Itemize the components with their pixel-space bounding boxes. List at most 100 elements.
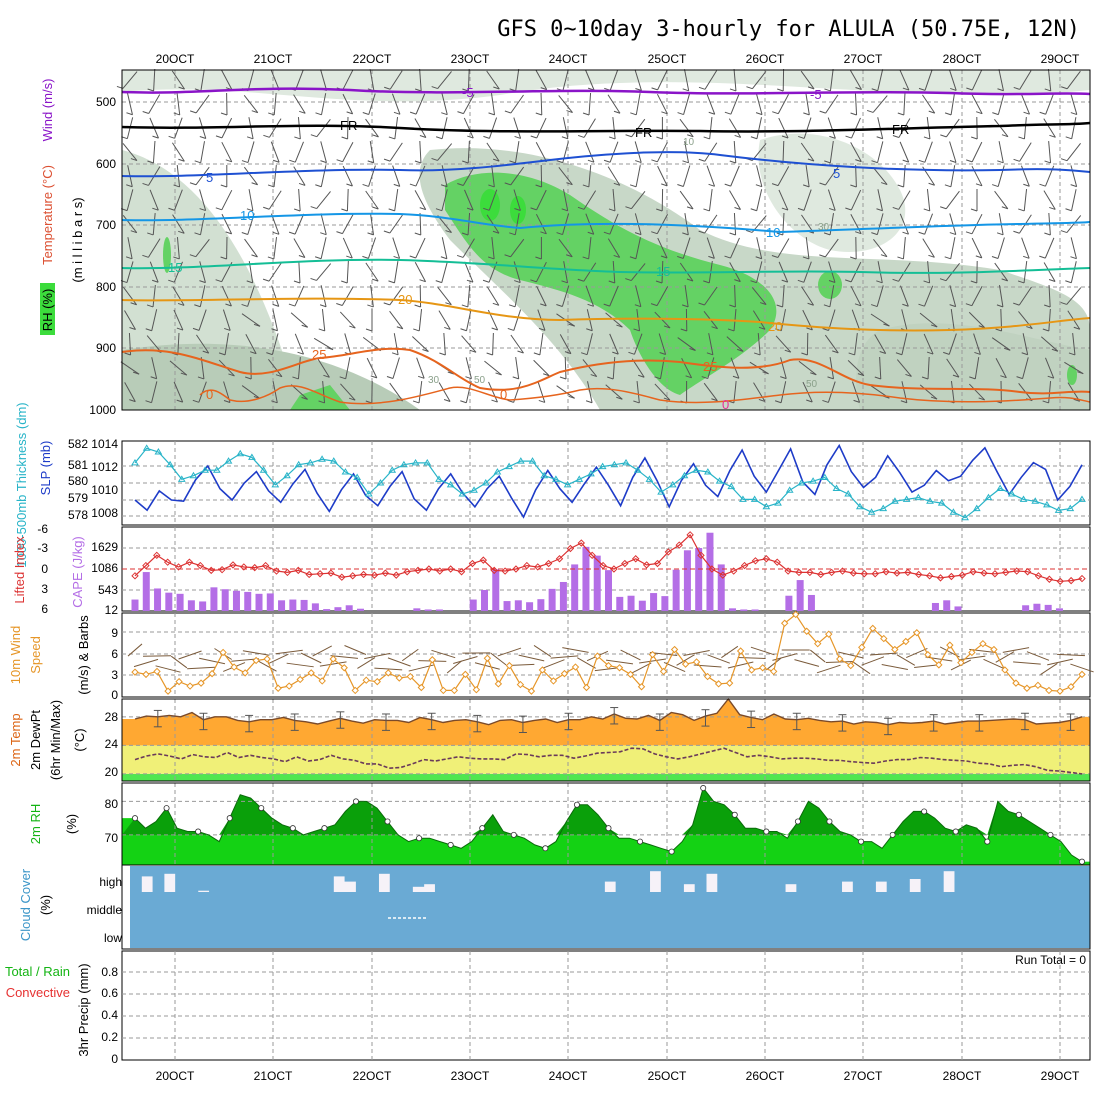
wind-barb (346, 260, 349, 284)
cape-bar (142, 572, 150, 611)
rh-point (605, 825, 612, 832)
wind-barb (803, 189, 812, 211)
wind-barb (582, 359, 598, 377)
wind-barb (389, 286, 404, 306)
wind-barb-flag (775, 328, 782, 332)
y-tick-label: 0.2 (101, 1030, 118, 1044)
wind-barb (778, 189, 789, 211)
contour-label: 15 (168, 260, 182, 275)
lifted-index-point (947, 572, 956, 581)
pressure-axis-label: (m i l l i b a r s) (70, 197, 85, 282)
lifted-index-point (882, 568, 890, 576)
cape-bar (311, 603, 319, 611)
thickness-point (879, 504, 888, 512)
wind-barb-flag (750, 136, 758, 140)
wind-barb (437, 71, 452, 89)
wind-speed-point (968, 648, 976, 657)
wind-barb-flag (467, 135, 474, 139)
lifted-index-series (131, 531, 1086, 586)
lifted-index-point (686, 531, 694, 539)
wind-barb-flag (178, 158, 185, 162)
cape-bar (435, 609, 443, 611)
wind-barb-flag (1023, 183, 1030, 187)
wind-barb (684, 213, 689, 235)
thickness-point (703, 468, 712, 475)
wind-speed-point (1034, 681, 1042, 690)
wind-barb (922, 94, 936, 114)
wind-barb-flag (810, 372, 817, 376)
high-cloud-bar (999, 866, 1012, 892)
wind-barb-flag (897, 112, 904, 116)
lifted-index-point (261, 561, 270, 570)
wind-speed-point (659, 667, 668, 676)
lifted-index-point (1045, 575, 1054, 583)
wind-barb-flag (577, 134, 585, 138)
wind-speed-point (450, 686, 459, 695)
wind-barb-flag (1021, 352, 1028, 356)
thickness-point (458, 489, 467, 497)
surface-wind-barb (925, 656, 953, 662)
wind-barb-flag (734, 279, 741, 283)
high-cloud-bar (593, 866, 605, 892)
wind-barb-flag (1065, 136, 1072, 140)
wind-barb (753, 382, 766, 402)
wind-barb (682, 165, 691, 187)
wind-barb-flag (447, 371, 454, 375)
wind-barb (656, 286, 669, 306)
wind-barb-flag (431, 157, 438, 161)
lifted-index-point (719, 571, 727, 579)
wind-barb-flag (801, 352, 808, 356)
thickness-point (189, 471, 198, 479)
contour-labels: -5 -5 FR FR FR 5 5 10 10 15 15 20 20 25 … (168, 85, 909, 412)
wind-barb-flag (388, 208, 395, 212)
wind-barb-flag (876, 280, 883, 284)
wind-barb-flag (897, 184, 904, 188)
wind-barb (510, 166, 525, 186)
cape-bar (255, 593, 263, 611)
thickness-point (750, 495, 759, 502)
wind-barb-flag (613, 254, 620, 258)
cloud-level-label: middle (87, 903, 123, 917)
high-cloud-bar (141, 866, 154, 877)
wind-barb (679, 190, 694, 210)
wind-barb (463, 94, 475, 114)
wind-barb-flag (251, 254, 258, 258)
thickness-point (680, 471, 689, 479)
wind-barb (392, 357, 400, 379)
wind-barb-flag (638, 374, 645, 378)
wind-barb-flag (774, 400, 782, 404)
high-cloud-bar (480, 866, 492, 892)
wind-barb-flag (819, 254, 826, 258)
lifted-index-point (838, 567, 847, 575)
wind-barb (200, 213, 206, 235)
wind-barb-flag (414, 160, 422, 164)
wind-barb (968, 383, 986, 401)
wind-barb (777, 94, 790, 114)
wind-barb (243, 95, 259, 113)
wind-barb-flag (729, 304, 736, 308)
high-cloud-bar (683, 866, 696, 885)
wind-barb-flag (625, 206, 632, 210)
lifted-index-point (392, 571, 400, 579)
wind-barb-flag (829, 207, 836, 211)
wind-barb (294, 69, 304, 91)
wind-barb-flag (854, 303, 862, 307)
surface-wind-barb (958, 655, 986, 661)
wind-barb (484, 360, 502, 376)
y-tick-label: 9 (111, 626, 118, 640)
wind-barb-flag (435, 208, 443, 212)
wind-barb-flag (246, 280, 253, 284)
wind-barb-flag (566, 182, 573, 186)
high-cloud-bar (875, 866, 888, 882)
thickness-point (306, 458, 315, 466)
wind-barb-flag (241, 303, 248, 307)
lifted-index-point (468, 559, 477, 568)
contour-line (121, 258, 1091, 274)
wind-barb (588, 237, 592, 259)
wind-barb (923, 333, 934, 355)
wind-barb-flag (892, 135, 900, 139)
wind-barb (272, 381, 278, 403)
thickness-point (949, 508, 958, 515)
rh-point (416, 835, 423, 842)
lifted-index-point (1012, 567, 1021, 575)
